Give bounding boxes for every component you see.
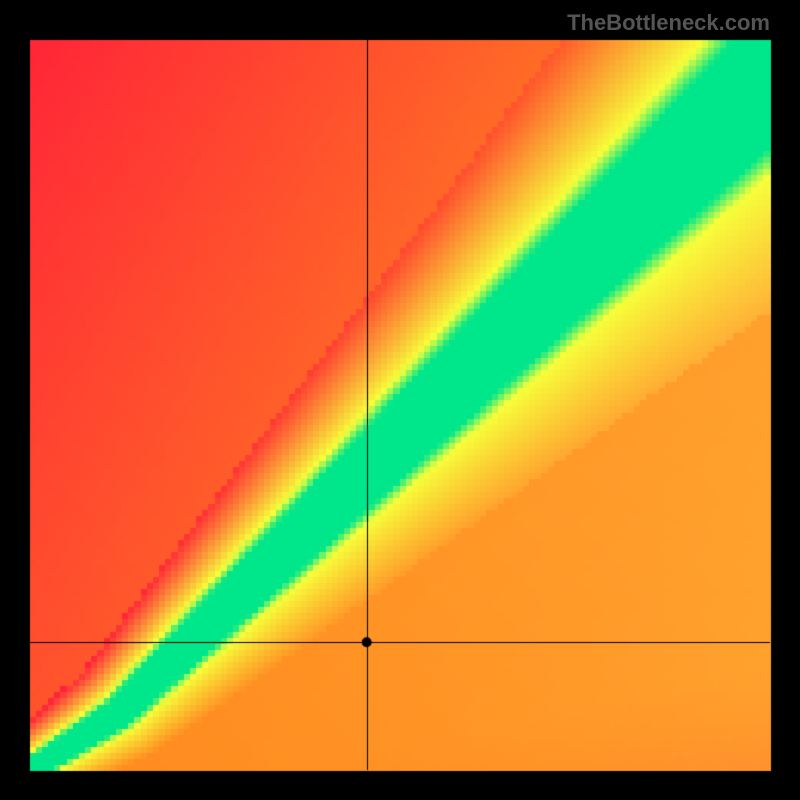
watermark-text: TheBottleneck.com: [567, 10, 770, 36]
bottleneck-heatmap: [0, 0, 800, 800]
